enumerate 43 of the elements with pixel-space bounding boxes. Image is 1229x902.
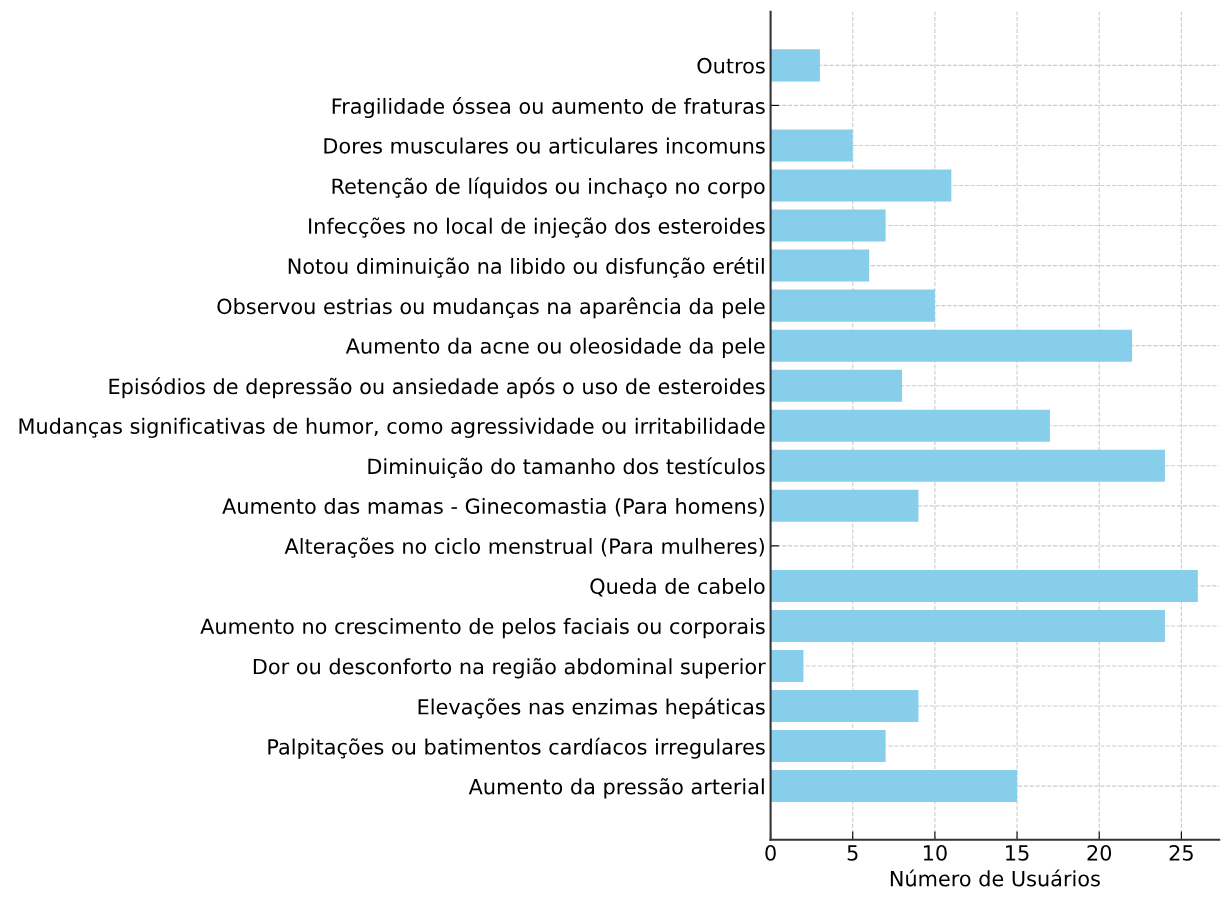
- x-tick-label: 10: [923, 844, 947, 861]
- bar: [770, 249, 870, 282]
- bar: [770, 609, 1165, 642]
- y-tick-label: Queda de cabelo: [590, 577, 765, 597]
- y-tick-label: Diminuição do tamanho dos testículos: [368, 457, 765, 478]
- bar: [770, 169, 952, 202]
- bar: [770, 369, 903, 402]
- y-tick-label: Aumento das mamas - Ginecomastia (Para homens): [222, 497, 764, 517]
- bar: [770, 209, 886, 242]
- bar: [770, 770, 1018, 803]
- x-tick-label: 15: [1006, 845, 1029, 861]
- y-tick-label: Retenção de líquidos ou inchaço no corpo: [332, 177, 765, 199]
- bar: [770, 569, 1198, 602]
- bar: [770, 649, 804, 682]
- y-tick-label: Aumento no crescimento de pelos faciais ou corporais: [200, 618, 765, 639]
- y-tick-label: Infecções no local de injeção dos esteroides: [309, 217, 765, 238]
- bar: [770, 49, 820, 82]
- y-tick-label: Episódios de depressão ou ansiedade após o uso de esteroides: [109, 377, 765, 399]
- y-tick-label: Alterações no ciclo menstrual (Para mulheres): [284, 537, 764, 558]
- bar: [770, 690, 919, 723]
- y-tick-label: Notou diminuição na libido ou disfunção erétil: [288, 257, 764, 278]
- y-tick-label: Dor ou desconforto na região abdominal superior: [253, 657, 766, 679]
- bar: [770, 129, 853, 162]
- bar: [770, 289, 935, 322]
- x-tick-label: 0: [765, 844, 776, 861]
- y-tick-label: Outros: [697, 57, 765, 74]
- bar: [770, 449, 1165, 482]
- y-tick-label: Elevações nas enzimas hepáticas: [418, 697, 765, 719]
- y-tick-label: Mudanças significativas de humor, como agressividade ou irritabilidade: [19, 417, 765, 438]
- bar: [770, 409, 1050, 442]
- bar: [770, 489, 919, 522]
- y-tick-label: Observou estrias ou mudanças na aparência da pele: [217, 297, 765, 319]
- x-tick-label: 5: [847, 845, 858, 861]
- x-tick-label: 25: [1169, 844, 1193, 861]
- x-tick-label: 20: [1087, 844, 1112, 861]
- y-tick-label: Dores musculares ou articulares incomuns: [324, 137, 765, 154]
- x-axis-title: Número de Usuários: [890, 869, 1100, 887]
- bar: [770, 329, 1133, 362]
- y-tick-label: Aumento da acne ou oleosidade da pele: [345, 337, 765, 358]
- bar: [770, 730, 886, 763]
- y-tick-label: Fragilidade óssea ou aumento de fraturas: [332, 97, 765, 119]
- y-tick-label: Aumento da pressão arterial: [468, 778, 764, 799]
- y-tick-label: Palpitações ou batimentos cardíacos irregulares: [268, 737, 765, 759]
